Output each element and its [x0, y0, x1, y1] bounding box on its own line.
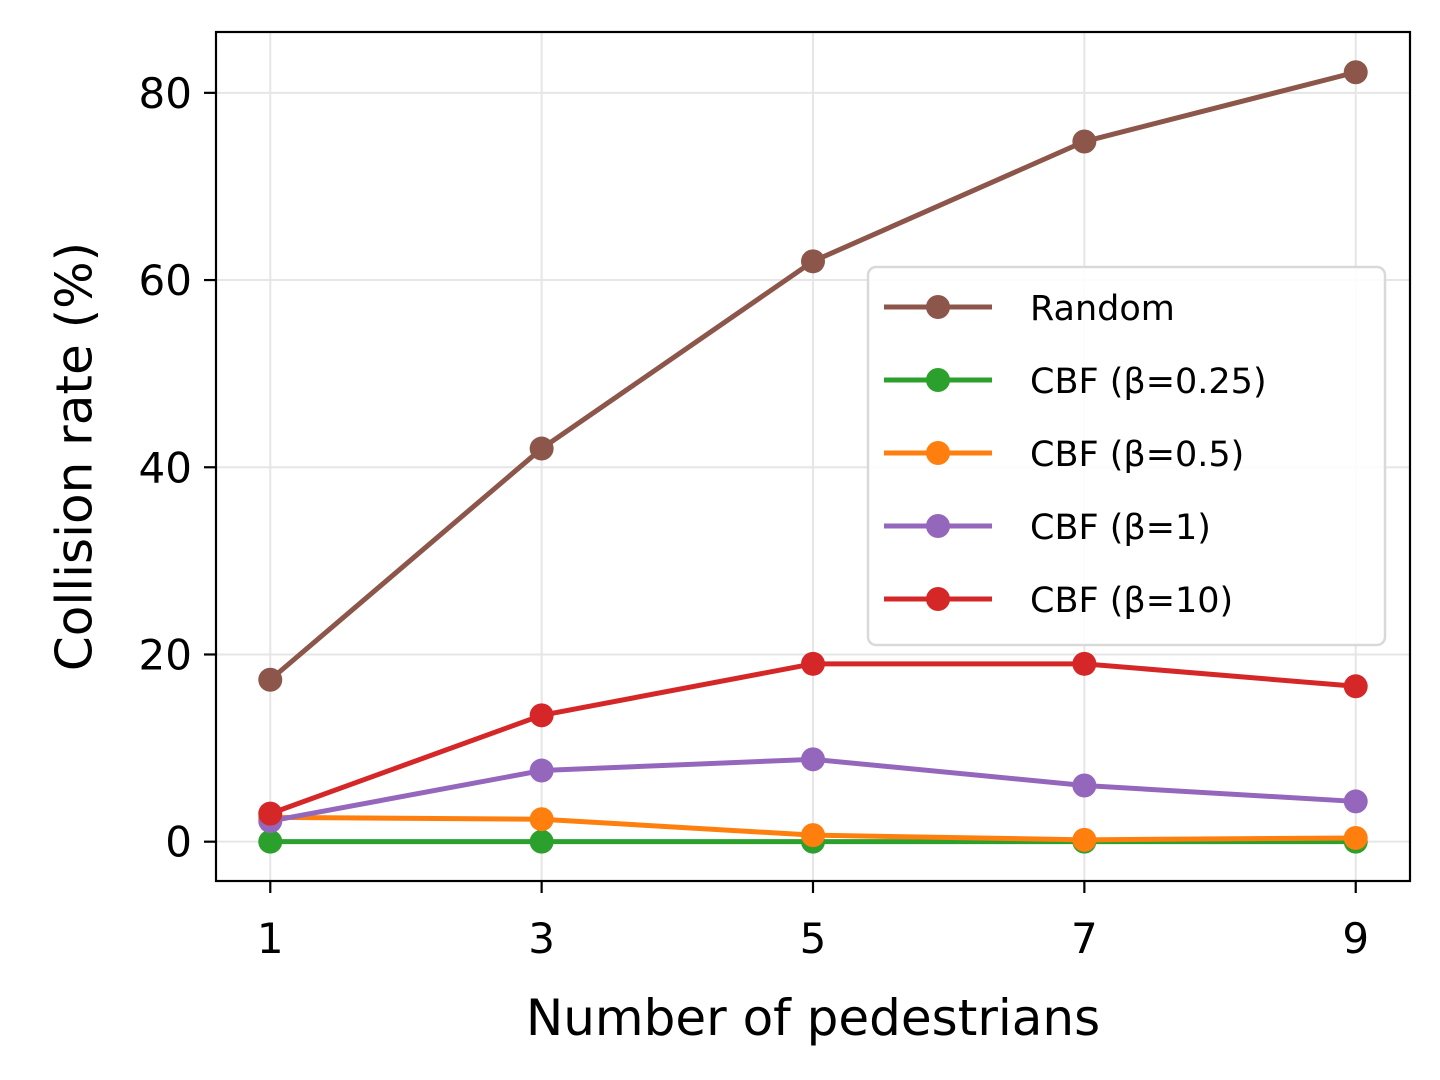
data-point: [1343, 60, 1368, 85]
data-point: [529, 807, 554, 832]
legend-item: CBF (β=1): [884, 508, 1211, 548]
axis-ticks: 1 3 5 7 9 0 20 40 60 80: [139, 69, 1370, 963]
data-point: [1072, 129, 1097, 154]
series-Random: [258, 60, 1368, 692]
legend-item: CBF (β=0.25): [884, 362, 1267, 402]
data-point: [1343, 674, 1368, 699]
series-layer: [258, 60, 1368, 854]
data-point: [529, 758, 554, 783]
y-tick-label: 60: [139, 256, 192, 305]
legend-label: CBF (β=10): [1030, 581, 1233, 621]
x-tick-label: 3: [528, 914, 555, 963]
legend-label: CBF (β=0.25): [1030, 362, 1267, 402]
legend-item: CBF (β=10): [884, 581, 1233, 621]
y-tick-label: 20: [139, 630, 192, 679]
data-point: [801, 823, 825, 848]
legend-marker: [926, 295, 950, 319]
legend-box: [866, 265, 1387, 647]
data-point: [1072, 827, 1097, 852]
data-point: [1343, 789, 1368, 814]
data-point: [801, 747, 825, 772]
y-tick-label: 40: [139, 443, 192, 492]
legend-item: CBF (β=0.5): [884, 435, 1244, 475]
legend-label: CBF (β=0.5): [1030, 435, 1244, 475]
legend-marker: [926, 368, 950, 392]
data-point: [1072, 773, 1097, 798]
y-tick-label: 0: [165, 818, 192, 867]
y-tick-label: 80: [139, 69, 192, 118]
data-point: [529, 436, 554, 461]
series-CBF (β=10): [258, 651, 1368, 826]
x-tick-label: 9: [1342, 914, 1369, 963]
x-tick-label: 5: [800, 914, 827, 963]
legend-item: Random: [884, 289, 1175, 329]
data-point: [801, 651, 825, 676]
data-point: [258, 829, 283, 854]
data-point: [529, 829, 554, 854]
x-tick-label: 1: [257, 914, 284, 963]
x-tick-label: 7: [1071, 914, 1098, 963]
data-point: [529, 703, 554, 728]
legend-label: CBF (β=1): [1030, 508, 1211, 548]
data-point: [258, 801, 283, 826]
x-axis-label: Number of pedestrians: [526, 989, 1100, 1047]
legend-marker: [926, 514, 950, 538]
data-point: [1072, 651, 1097, 676]
y-axis-label: Collision rate (%): [46, 242, 104, 671]
legend-marker: [926, 587, 950, 611]
data-point: [258, 667, 283, 692]
data-point: [1343, 825, 1368, 850]
legend: Random CBF (β=0.25) CBF (β=0.5) CBF (β=1) CB…: [866, 265, 1387, 647]
data-point: [801, 249, 825, 274]
legend-marker: [926, 441, 950, 465]
legend-label: Random: [1030, 289, 1175, 329]
